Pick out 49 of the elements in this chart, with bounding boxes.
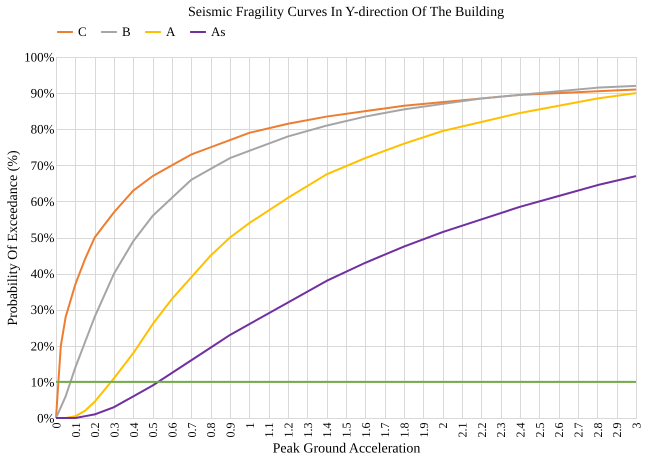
x-tick-label: 2.9: [610, 422, 624, 438]
x-tick-label: 2.7: [572, 422, 586, 438]
y-tick-label: 20%: [30, 338, 55, 354]
x-tick-label: 0: [50, 422, 64, 428]
legend-label: As: [211, 24, 226, 39]
y-axis-title: Probability Of Exceedance (%): [6, 150, 22, 326]
y-tick-label: 90%: [30, 86, 55, 101]
x-tick-label: 1.9: [416, 422, 431, 438]
y-tick-label: 80%: [30, 122, 55, 137]
line-series: [55, 175, 637, 419]
x-tick-label: 0.8: [204, 422, 218, 438]
x-tick-label: 1.3: [300, 422, 315, 438]
y-tick-label: 30%: [30, 302, 55, 318]
x-tick-label: 0.4: [126, 422, 141, 438]
x-tick-label: 1.1: [262, 422, 276, 438]
x-tick-label: 0.2: [88, 422, 102, 438]
x-tick-label: 0.6: [166, 422, 180, 438]
x-tick-label: 1.8: [398, 422, 412, 438]
x-tick-label: 2.4: [514, 422, 528, 438]
x-tick-label: 1.6: [358, 422, 373, 438]
x-tick-label: 2.3: [494, 422, 508, 438]
x-tick-label: 0.3: [108, 422, 122, 438]
x-tick-label: 1.5: [340, 422, 354, 438]
x-tick-label: 0.1: [68, 422, 83, 438]
x-tick-label: 0.5: [146, 422, 160, 438]
x-tick-label: 1.7: [378, 422, 392, 438]
x-tick-label: 2: [436, 422, 450, 428]
x-tick-label: 3: [630, 422, 644, 428]
x-tick-label: 2.1: [456, 422, 470, 438]
x-tick-label: 2.8: [590, 422, 605, 438]
x-tick-label: 2.5: [532, 422, 547, 438]
y-tick-label: 10%: [30, 374, 55, 390]
x-tick-label: 0.7: [184, 422, 199, 438]
x-tick-label: 1.2: [282, 422, 296, 438]
legend-label: B: [122, 24, 131, 39]
x-tick-label: 0.9: [224, 422, 238, 438]
x-tick-label: 2.2: [474, 422, 489, 438]
y-tick-label: 100%: [24, 50, 55, 64]
y-tick-label: 50%: [30, 230, 55, 245]
x-tick-label: 1: [242, 422, 257, 428]
x-tick-label: 1.4: [320, 422, 334, 438]
legend-label: C: [78, 24, 87, 39]
y-tick-label: 70%: [30, 158, 55, 173]
chart-title: Seismic Fragility Curves In Y-direction Of The Building: [188, 5, 504, 20]
x-axis-title: Peak Ground Acceleration: [272, 442, 420, 456]
y-tick-label: 60%: [30, 194, 55, 209]
x-tick-label: 2.6: [552, 422, 566, 438]
y-tick-label: 40%: [30, 266, 55, 282]
legend-label: A: [166, 24, 176, 39]
